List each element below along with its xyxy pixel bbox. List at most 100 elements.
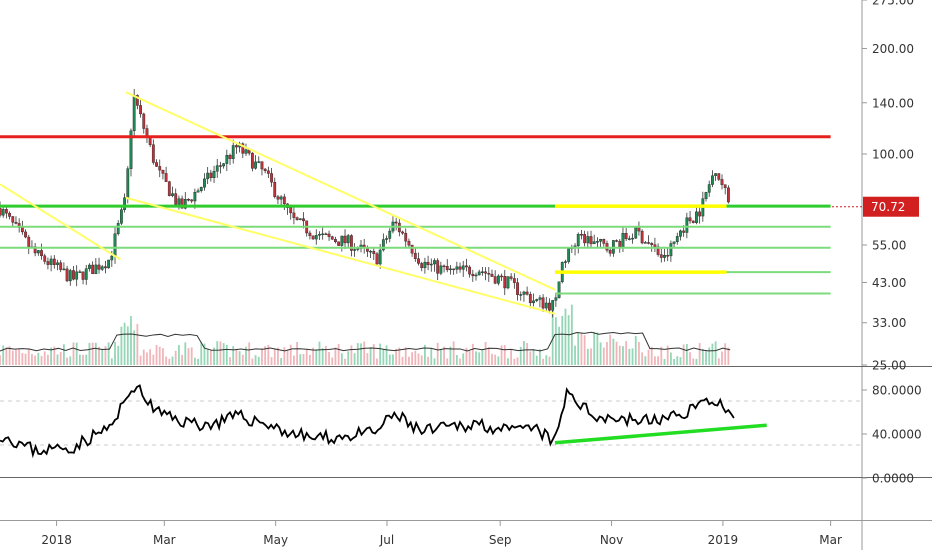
volume-bar (149, 349, 152, 365)
candle (484, 271, 487, 274)
volume-bar (187, 348, 190, 365)
volume-bar (542, 358, 544, 365)
oscillator-tick-label: 80.0000 (872, 384, 922, 398)
volume-bar (682, 344, 685, 365)
candle (174, 193, 178, 205)
volume-bar (596, 332, 599, 365)
candle (679, 230, 682, 237)
candle (580, 234, 583, 236)
volume-bar (673, 358, 675, 365)
volume-bar (462, 353, 465, 365)
candle (206, 172, 210, 180)
candle (714, 173, 718, 176)
volume-bar (363, 341, 366, 365)
candle (318, 233, 321, 236)
volume-bar (190, 347, 193, 365)
volume-bar (558, 326, 560, 365)
volume-bar (654, 356, 656, 365)
volume-bar (602, 347, 605, 365)
candle (621, 233, 625, 248)
volume-bar (455, 355, 458, 365)
time-tick-label: Mar (153, 533, 176, 547)
candle (295, 217, 299, 220)
candle (711, 175, 714, 185)
volume-bar (535, 355, 538, 365)
candle (567, 248, 571, 262)
candle (369, 250, 372, 253)
candle (407, 240, 411, 246)
candle (723, 184, 727, 189)
volume-bar (685, 343, 688, 365)
candle (564, 261, 567, 263)
volume-bar (411, 352, 414, 365)
candle (490, 274, 494, 277)
volume-bar (647, 349, 650, 365)
candle (91, 264, 95, 275)
volume-bar (459, 358, 461, 365)
candle (493, 276, 497, 284)
candle (132, 95, 136, 132)
candle (59, 262, 63, 270)
candle (123, 197, 126, 210)
price-tick-label: 43.00 (872, 276, 906, 290)
volume-bar (273, 348, 276, 365)
volume-bar (385, 345, 388, 365)
volume-bar (261, 348, 263, 365)
candle (321, 233, 325, 236)
volume-bar (229, 357, 231, 365)
volume-bar (340, 353, 343, 365)
volume-bar (372, 344, 375, 365)
candle (135, 95, 139, 106)
volume-bar (280, 358, 283, 365)
candle (49, 258, 53, 265)
volume-bar (56, 354, 59, 365)
candle (110, 255, 114, 261)
candle (691, 220, 695, 223)
candle (353, 249, 357, 251)
volume-bar (669, 352, 672, 365)
candle (666, 255, 670, 257)
volume-bar (491, 353, 493, 365)
candle (27, 236, 31, 247)
candle (180, 198, 184, 209)
volume-bar (178, 345, 180, 365)
volume-bar (554, 317, 557, 365)
candle (698, 211, 702, 217)
candle (24, 231, 27, 238)
candle (474, 274, 478, 277)
candle (14, 222, 18, 224)
candle (75, 271, 79, 280)
candle (720, 179, 724, 185)
candle (244, 149, 248, 154)
volume-bar (331, 357, 334, 365)
candle (647, 242, 650, 244)
volume-ma-line (0, 331, 731, 352)
candle (471, 273, 475, 277)
candle (650, 242, 654, 245)
candle (187, 198, 190, 201)
volume-bar (644, 356, 647, 365)
volume-bar (475, 351, 477, 365)
volume-bar (146, 352, 148, 365)
candle (525, 291, 529, 295)
candle (541, 297, 545, 309)
last-price-label: 70.72 (871, 200, 905, 214)
volume-bar (692, 358, 695, 365)
volume-bar (59, 351, 62, 365)
volume-bar (15, 349, 17, 365)
candle (250, 152, 254, 169)
volume-bar (408, 356, 410, 365)
volume-bar (398, 347, 401, 365)
candle (410, 244, 414, 254)
volume-bar (657, 356, 660, 365)
candle (199, 187, 203, 191)
volume-bar (0, 355, 1, 365)
volume-bar (283, 347, 286, 365)
volume-bar (618, 345, 621, 365)
volume-bar (75, 342, 78, 365)
candle (602, 239, 606, 244)
volume-bar (468, 351, 471, 365)
time-tick-label: Jul (379, 533, 394, 547)
volume-bar (638, 342, 640, 365)
candle (659, 254, 663, 258)
